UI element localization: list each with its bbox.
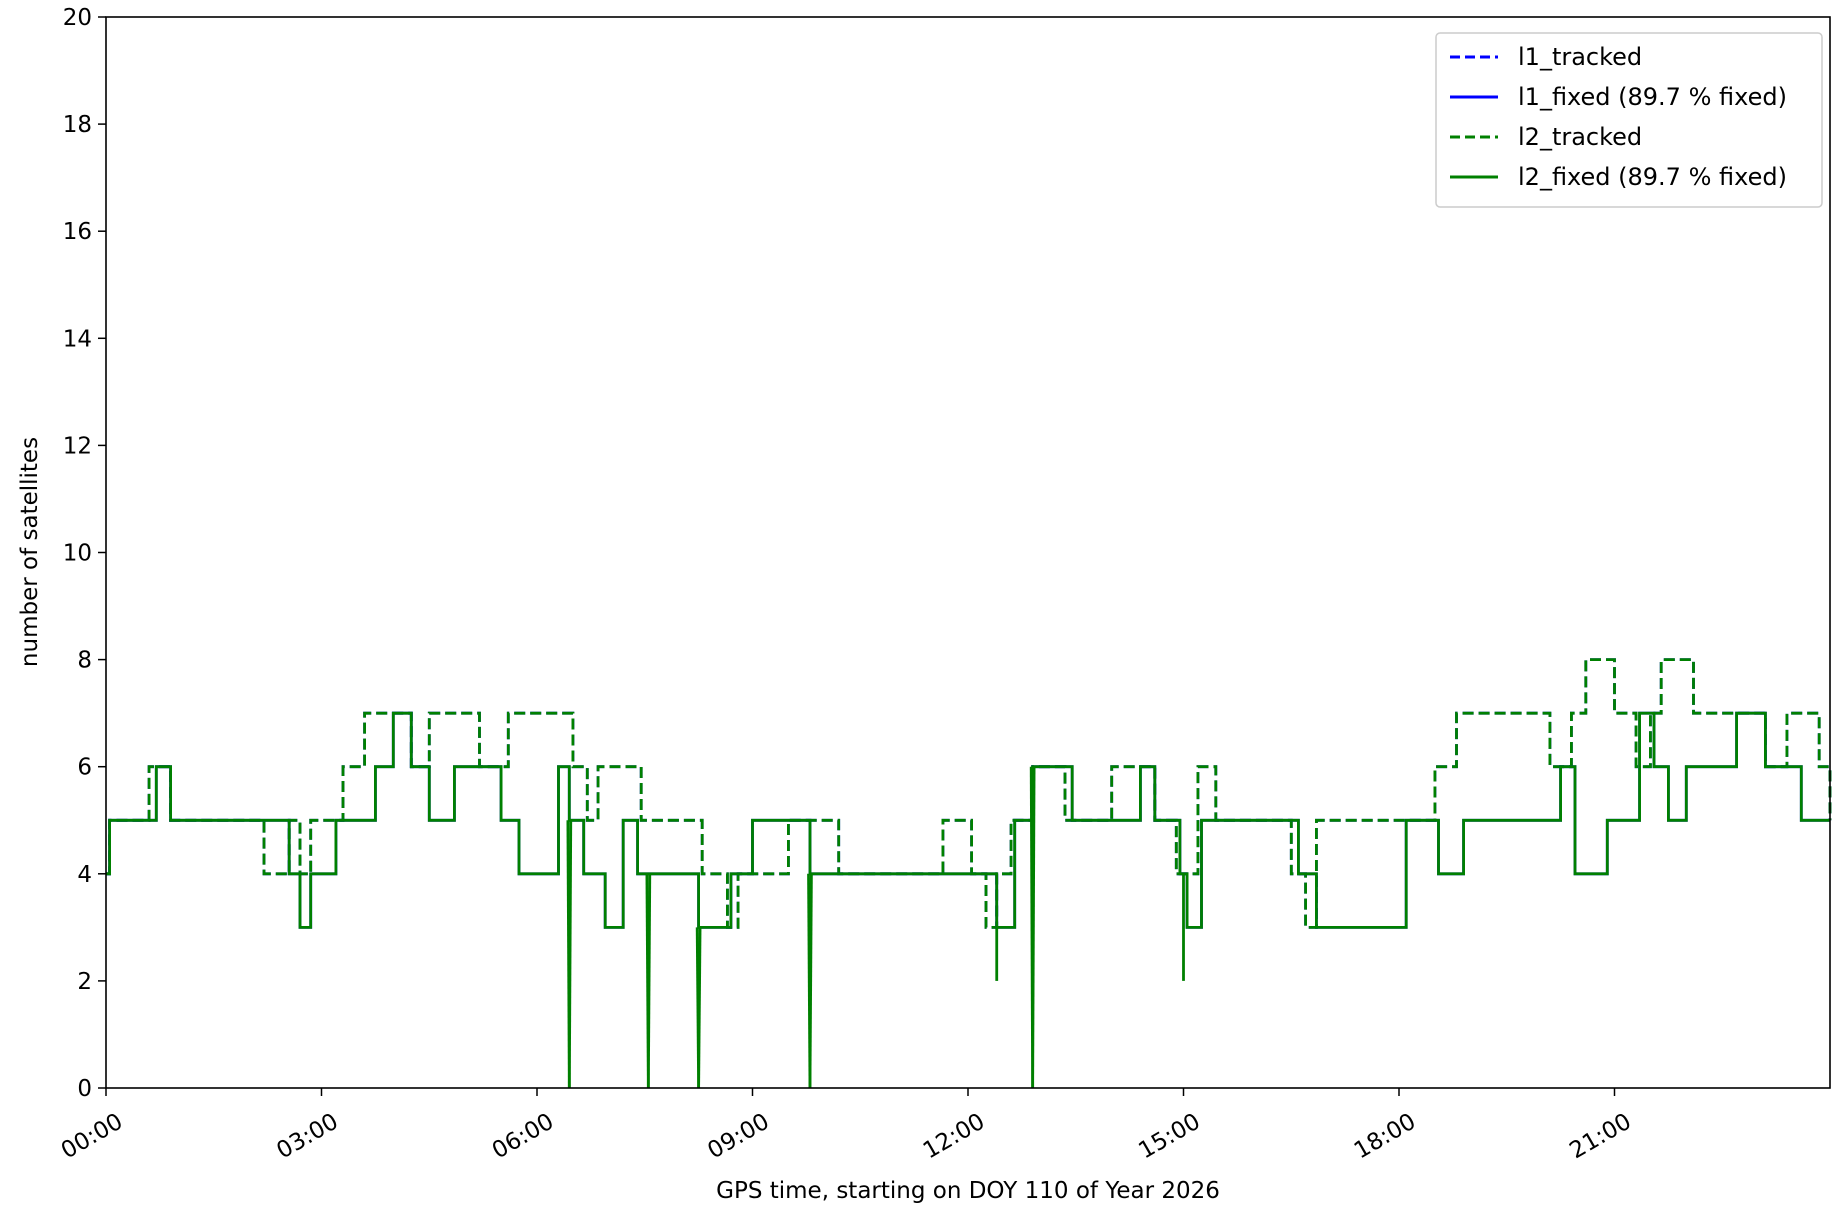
y-tick-label: 8 <box>77 648 92 674</box>
legend-box <box>1435 32 1823 208</box>
series-line-l2-fixed <box>106 711 1830 929</box>
plot-lines <box>106 658 1832 1089</box>
y-tick-label: 18 <box>63 112 92 138</box>
dropout-spike <box>1031 766 1036 1089</box>
x-tick-label: 00:00 <box>57 1109 127 1165</box>
x-axis: 00:00 03:00 06:00 09:00 12:00 15:00 18:00 21:00 <box>57 1088 1636 1164</box>
legend-label: l2_fixed (89.7 % fixed) <box>1518 163 1787 191</box>
x-tick-label: 18:00 <box>1350 1109 1420 1165</box>
legend-label: l1_fixed (89.7 % fixed) <box>1518 83 1787 111</box>
y-tick-label: 4 <box>77 862 92 888</box>
dropout-spike <box>567 820 573 1089</box>
legend: l1_tracked l1_fixed (89.7 % fixed) l2_trac… <box>1435 32 1823 208</box>
x-tick-label: 21:00 <box>1565 1109 1635 1165</box>
y-tick-label: 10 <box>63 541 92 567</box>
y-tick-label: 6 <box>77 755 92 781</box>
dropout-spike <box>697 927 702 1089</box>
series-line-l1-tracked <box>106 658 1832 929</box>
x-tick-label: 15:00 <box>1134 1109 1204 1165</box>
legend-label: l1_tracked <box>1518 43 1642 71</box>
dropout-spike <box>646 873 652 1089</box>
x-tick-label: 06:00 <box>488 1109 558 1165</box>
y-tick-label: 16 <box>63 219 92 245</box>
x-tick-label: 12:00 <box>919 1109 989 1165</box>
y-axis: 0 2 4 6 8 10 12 14 16 18 20 <box>63 5 106 1102</box>
dropout-spike <box>808 873 813 1089</box>
y-tick-label: 20 <box>63 5 92 31</box>
y-tick-label: 14 <box>63 326 92 352</box>
legend-label: l2_tracked <box>1518 123 1642 151</box>
y-tick-label: 12 <box>63 433 92 459</box>
x-tick-label: 03:00 <box>272 1109 342 1165</box>
y-axis-label: number of satellites <box>17 437 43 667</box>
x-axis-label: GPS time, starting on DOY 110 of Year 20… <box>716 1178 1220 1204</box>
y-tick-label: 0 <box>77 1076 92 1102</box>
series-line-l2-tracked <box>106 658 1832 929</box>
x-tick-label: 09:00 <box>703 1109 773 1165</box>
y-tick-label: 2 <box>77 969 92 995</box>
